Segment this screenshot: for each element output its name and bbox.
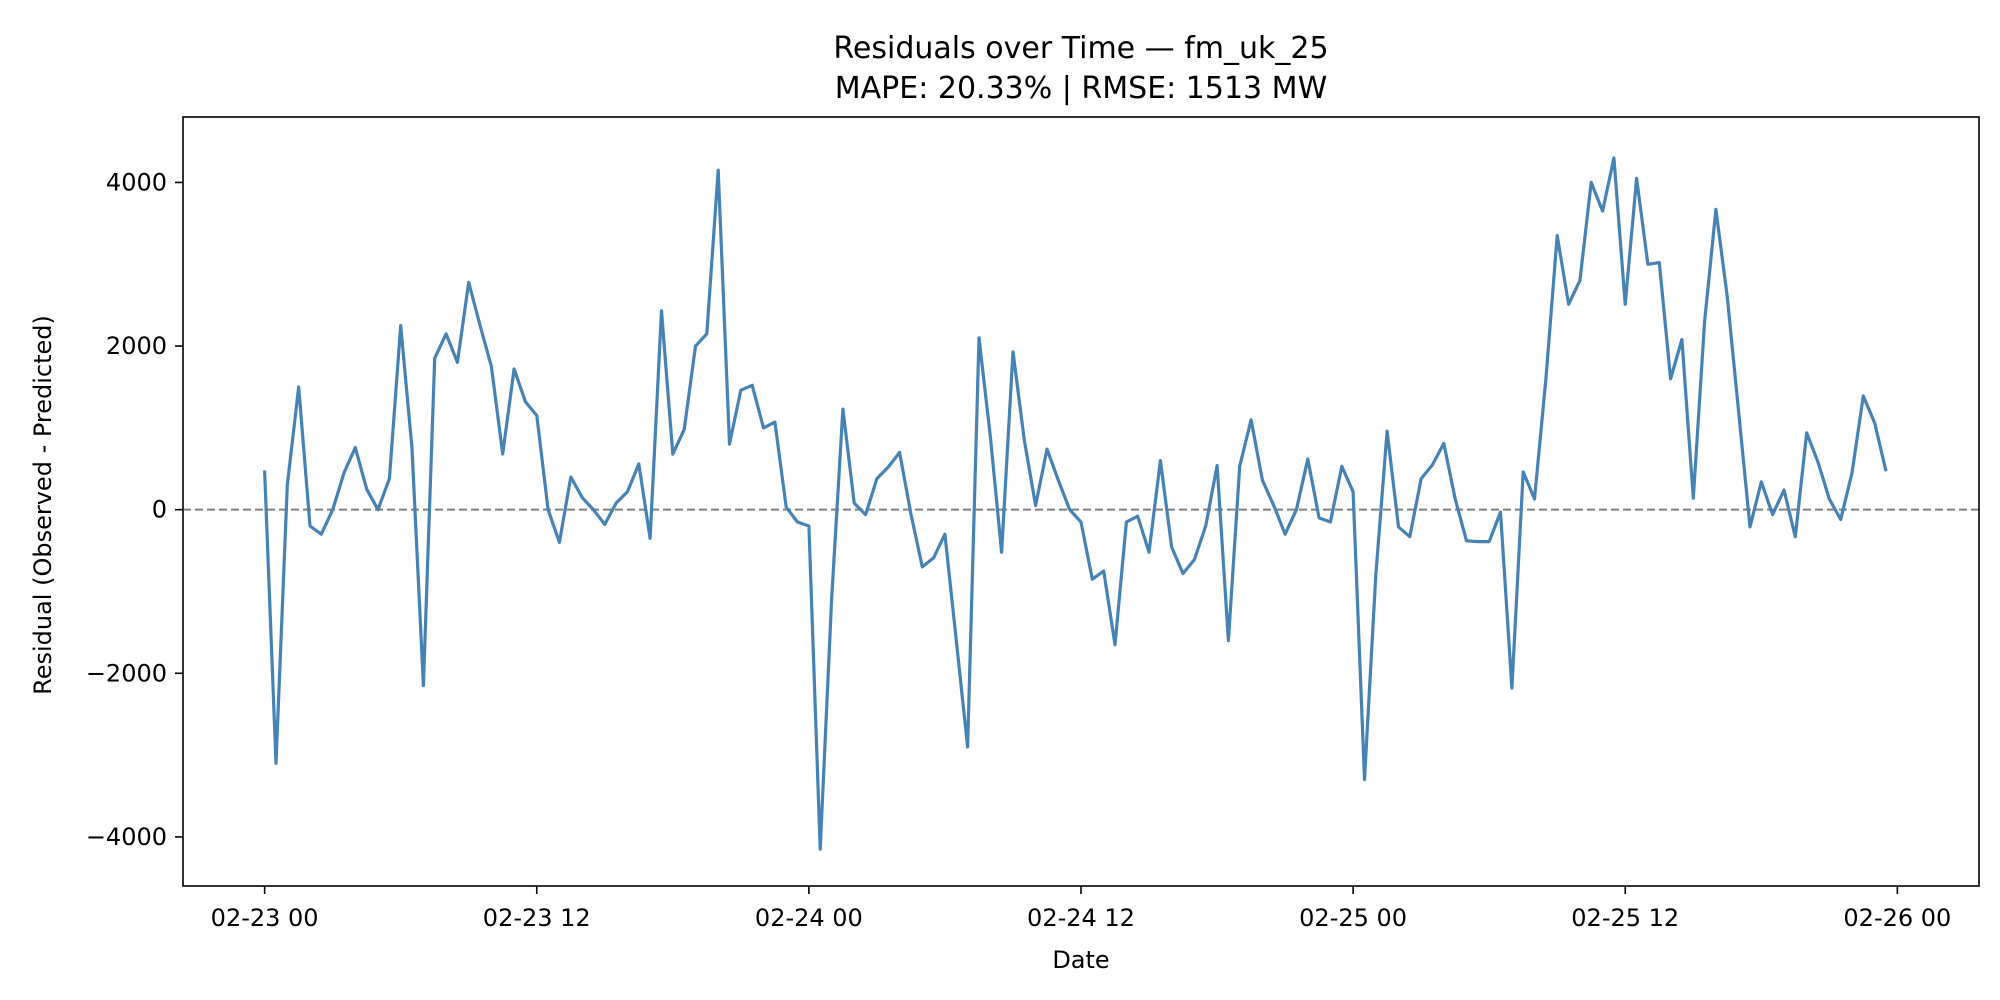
y-tick-label: 0 — [152, 496, 167, 524]
x-tick-label: 02-25 12 — [1571, 904, 1679, 932]
y-tick-label: 4000 — [106, 168, 167, 196]
y-axis: 4000 2000 0 −2000 −4000 — [86, 168, 183, 851]
chart-title: Residuals over Time — fm_uk_25 — [833, 31, 1328, 66]
residual-series-line — [263, 156, 1888, 851]
x-axis-label: Date — [1052, 946, 1109, 974]
y-tick-label: 2000 — [106, 332, 167, 360]
x-tick-label: 02-25 00 — [1299, 904, 1407, 932]
x-tick-label: 02-23 00 — [211, 904, 319, 932]
x-tick-label: 02-24 12 — [1027, 904, 1135, 932]
y-tick-label: −4000 — [86, 823, 167, 851]
plot-area-frame — [182, 116, 1980, 887]
x-tick-label: 02-23 12 — [483, 904, 591, 932]
x-tick-label: 02-26 00 — [1843, 904, 1951, 932]
x-tick-label: 02-24 00 — [755, 904, 863, 932]
chart-subtitle: MAPE: 20.33% | RMSE: 1513 MW — [835, 71, 1327, 106]
x-axis: 02-23 00 02-23 12 02-24 00 02-24 12 02-25 00… — [211, 886, 1951, 932]
y-axis-label: Residual (Observed - Predicted) — [29, 315, 57, 695]
y-tick-label: −2000 — [86, 659, 167, 687]
